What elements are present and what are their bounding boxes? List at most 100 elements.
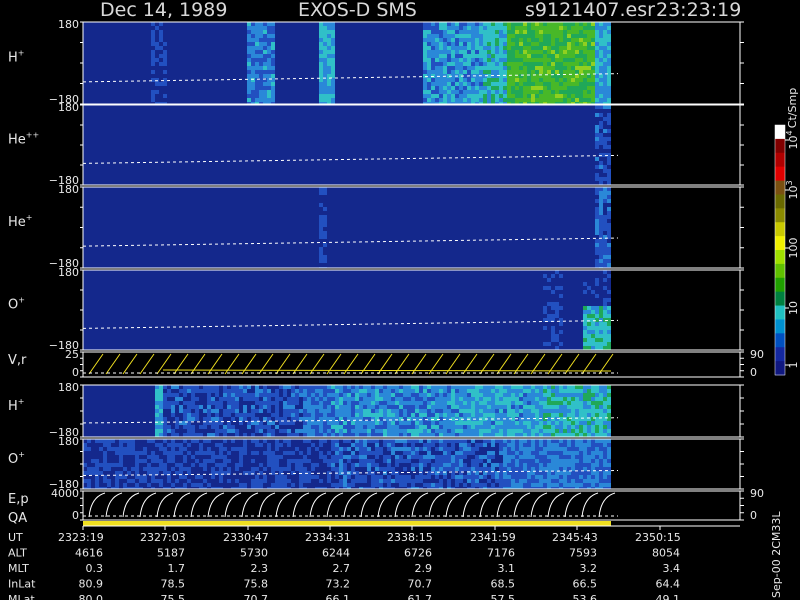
spectrogram-cell: [455, 90, 459, 94]
colorbar-segment: [775, 291, 785, 307]
spectrogram-cell: [579, 401, 583, 405]
spectrogram-cell: [563, 439, 567, 443]
spectrogram-cell: [515, 475, 519, 479]
spectrogram-cell: [199, 425, 203, 429]
spectrogram-cell: [423, 393, 427, 397]
spectrogram-cell: [539, 58, 543, 62]
spectrogram-cell: [603, 141, 607, 145]
spectrogram-cell: [431, 50, 435, 54]
spectrogram-cell: [211, 487, 215, 489]
spectrogram-cell: [607, 413, 611, 417]
spectrogram-cell: [351, 429, 355, 433]
spectrogram-cell: [335, 467, 339, 471]
spectrogram-cell: [511, 102, 515, 104]
spectrogram-cell: [259, 78, 263, 82]
spectrogram-cell: [307, 413, 311, 417]
spectrogram-cell: [299, 463, 303, 467]
spectrogram-cell: [551, 401, 555, 405]
spectrogram-cell: [499, 54, 503, 58]
spectrogram-cell: [527, 102, 531, 104]
spectrogram-cell: [567, 421, 571, 425]
spectrogram-cell: [431, 46, 435, 50]
spectrogram-cell: [599, 46, 603, 50]
spectrogram-cell: [447, 62, 451, 66]
spectrogram-cell: [607, 54, 611, 58]
panel-label-main: H: [8, 50, 18, 65]
spectrogram-cell: [323, 94, 327, 98]
spectrogram-cell: [511, 483, 515, 487]
spectrogram-cell: [315, 409, 319, 413]
spectrogram-cell: [571, 471, 575, 475]
spectrogram-cell: [167, 471, 171, 475]
colorbar-tick-label: 100: [787, 238, 800, 259]
spectrogram-cell: [459, 90, 463, 94]
spectrogram-cell: [587, 421, 591, 425]
spectrogram-cell: [363, 487, 367, 489]
spectrogram-cell: [603, 433, 607, 437]
spectrogram-cell: [419, 455, 423, 459]
spectrogram-cell: [263, 467, 267, 471]
spectrogram-cell: [303, 413, 307, 417]
spectrogram-cell: [151, 42, 155, 46]
spectrogram-cell: [575, 451, 579, 455]
spectrogram-cell: [395, 433, 399, 437]
row-value: 1.7: [168, 562, 186, 575]
spectrogram-cell: [299, 385, 303, 389]
spectrogram-cell: [483, 34, 487, 38]
spectrogram-cell: [515, 471, 519, 475]
spectrogram-cell: [267, 433, 271, 437]
spectrogram-cell: [255, 22, 259, 26]
spectrogram-cell: [479, 429, 483, 433]
spectrogram-cell: [295, 459, 299, 463]
spectrogram-cell: [283, 483, 287, 487]
spectrogram-cell: [583, 346, 587, 350]
spectrogram-cell: [539, 50, 543, 54]
spectrogram-cell: [595, 78, 599, 82]
spectrogram-cell: [599, 463, 603, 467]
spectrogram-cell: [283, 487, 287, 489]
spectrogram-cell: [419, 471, 423, 475]
spectrogram-cell: [575, 429, 579, 433]
spectrogram-cell: [591, 322, 595, 326]
spectrogram-cell: [467, 397, 471, 401]
spectrogram-cell: [583, 34, 587, 38]
spectrogram-cell: [519, 389, 523, 393]
spectrogram-cell: [283, 413, 287, 417]
spectrogram-cell: [471, 90, 475, 94]
spectrogram-cell: [463, 463, 467, 467]
spectrogram-cell: [503, 62, 507, 66]
spectrogram-cell: [411, 429, 415, 433]
spectrogram-cell: [535, 38, 539, 42]
spectrogram-cell: [183, 455, 187, 459]
spectrogram-cell: [451, 429, 455, 433]
spectrogram-cell: [423, 90, 427, 94]
spectrogram-cell: [447, 487, 451, 489]
spectrogram-cell: [371, 393, 375, 397]
spectrogram-cell: [435, 46, 439, 50]
spectrogram-cell: [387, 443, 391, 447]
spectrogram-cell: [599, 409, 603, 413]
spectrogram-cell: [475, 405, 479, 409]
spectrogram-cell: [487, 90, 491, 94]
spectrogram-cell: [427, 405, 431, 409]
spectrogram-cell: [599, 121, 603, 125]
spectrogram-cell: [311, 475, 315, 479]
spectrogram-cell: [523, 401, 527, 405]
spectrogram-cell: [559, 463, 563, 467]
spectrogram-cell: [387, 393, 391, 397]
spectrogram-cell: [567, 86, 571, 90]
spectrogram-cell: [527, 471, 531, 475]
spectrogram-cell: [323, 243, 327, 247]
spectrogram-cell: [403, 413, 407, 417]
spectrogram-cell: [443, 102, 447, 104]
spectrogram-cell: [451, 385, 455, 389]
spectrogram-cell: [591, 443, 595, 447]
spectrogram-cell: [203, 389, 207, 393]
spectrogram-cell: [331, 42, 335, 46]
spectrogram-cell: [283, 417, 287, 421]
spectrogram-cell: [511, 413, 515, 417]
spectrogram-cell: [275, 467, 279, 471]
colorbar-segment: [775, 361, 785, 376]
spectrogram-cell: [183, 483, 187, 487]
spectrogram-cell: [243, 443, 247, 447]
